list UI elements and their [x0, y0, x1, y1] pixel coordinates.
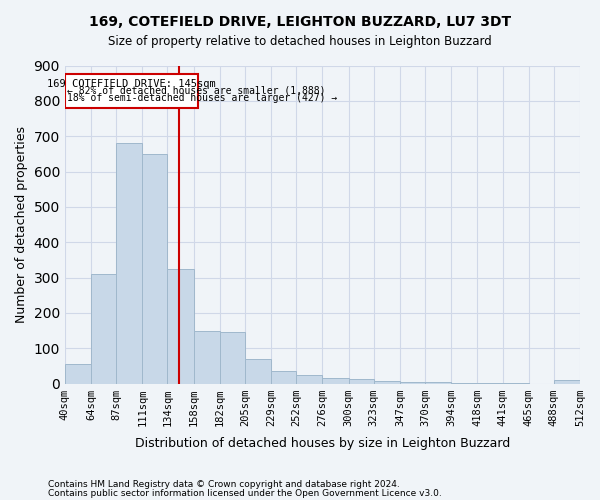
- Text: Contains HM Land Registry data © Crown copyright and database right 2024.: Contains HM Land Registry data © Crown c…: [48, 480, 400, 489]
- Text: ← 82% of detached houses are smaller (1,888): ← 82% of detached houses are smaller (1,…: [67, 86, 325, 96]
- Bar: [349, 380, 374, 384]
- Text: Size of property relative to detached houses in Leighton Buzzard: Size of property relative to detached ho…: [108, 35, 492, 48]
- Bar: [425, 382, 451, 384]
- Text: 18% of semi-detached houses are larger (427) →: 18% of semi-detached houses are larger (…: [67, 92, 337, 102]
- Bar: [142, 154, 167, 384]
- Bar: [374, 380, 400, 384]
- Bar: [451, 383, 478, 384]
- Y-axis label: Number of detached properties: Number of detached properties: [15, 126, 28, 323]
- Text: 169, COTEFIELD DRIVE, LEIGHTON BUZZARD, LU7 3DT: 169, COTEFIELD DRIVE, LEIGHTON BUZZARD, …: [89, 15, 511, 29]
- Text: Contains public sector information licensed under the Open Government Licence v3: Contains public sector information licen…: [48, 488, 442, 498]
- Bar: [194, 330, 220, 384]
- Bar: [167, 268, 194, 384]
- Bar: [220, 332, 245, 384]
- FancyBboxPatch shape: [65, 74, 198, 108]
- Bar: [116, 143, 142, 384]
- Bar: [296, 374, 322, 384]
- Bar: [245, 359, 271, 384]
- Bar: [400, 382, 425, 384]
- Bar: [322, 378, 349, 384]
- Bar: [91, 274, 116, 384]
- Bar: [271, 371, 296, 384]
- Bar: [554, 380, 580, 384]
- Text: 169 COTEFIELD DRIVE: 145sqm: 169 COTEFIELD DRIVE: 145sqm: [47, 78, 216, 88]
- X-axis label: Distribution of detached houses by size in Leighton Buzzard: Distribution of detached houses by size …: [135, 437, 510, 450]
- Bar: [65, 364, 91, 384]
